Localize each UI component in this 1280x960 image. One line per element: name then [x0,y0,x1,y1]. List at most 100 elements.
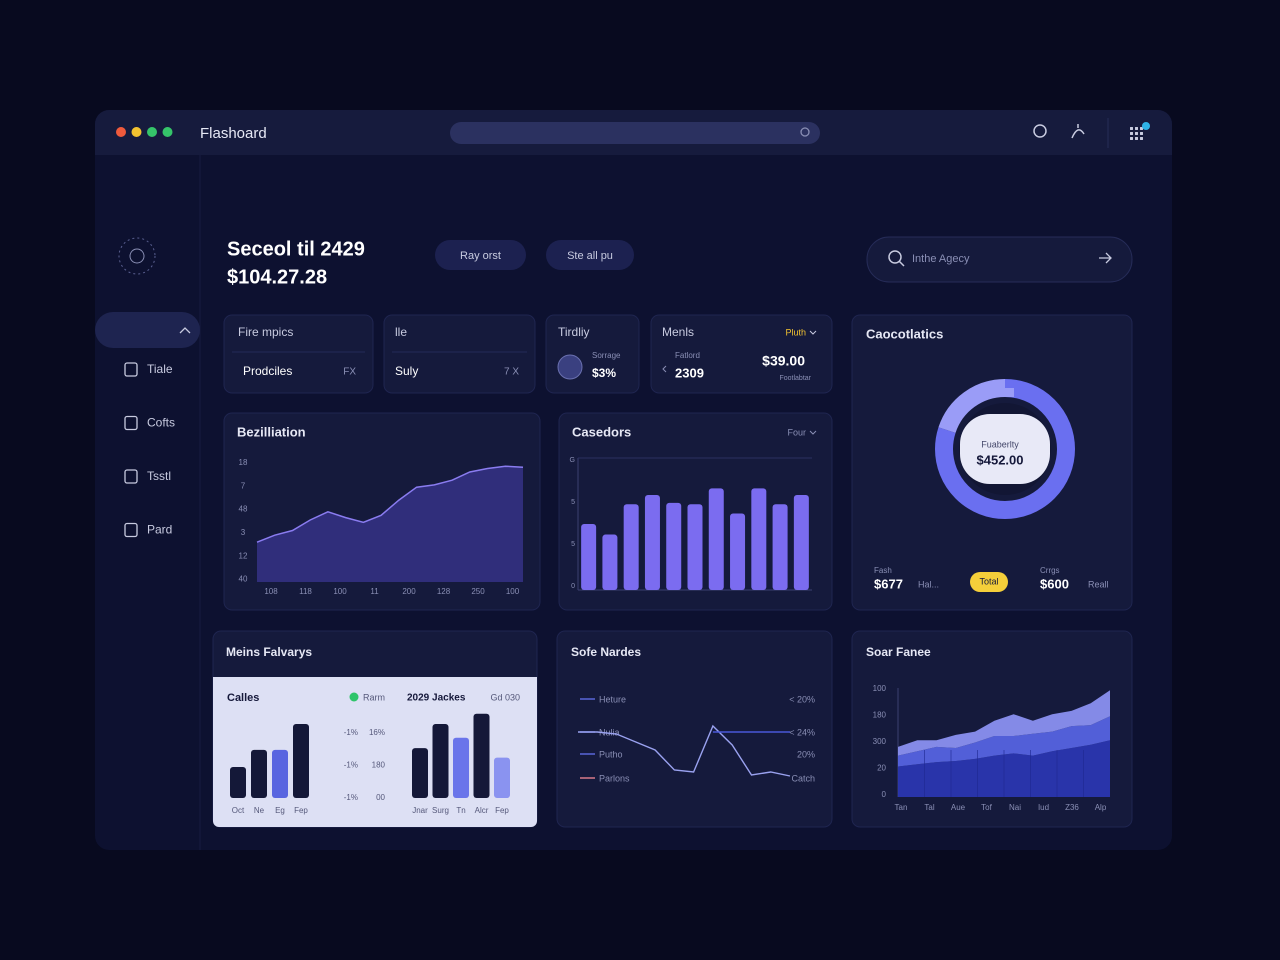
label: Prodciles [243,364,292,378]
x-label: Jnar [412,806,428,815]
x-label: Fep [495,806,509,815]
search-pill[interactable] [866,236,1133,283]
x-label: Eg [275,806,285,815]
label: < 24% [789,727,815,737]
button[interactable] [435,240,526,270]
legend-label: Parlons [599,773,630,783]
apps-icon[interactable] [1140,127,1143,130]
label: Fire mpics [238,325,293,339]
nav-item[interactable]: Tsstl [147,469,171,483]
card-icon [557,354,583,380]
apps-icon[interactable] [1135,132,1138,135]
y-label: 3 [241,528,246,537]
card-title: Soar Fanee [866,645,931,659]
apps-icon[interactable] [1130,127,1133,130]
label: Crrgs [1040,566,1060,575]
label: -1% [344,793,358,802]
heading-amount: $104.27.28 [227,266,327,288]
label: 2309 [675,365,704,380]
bar [751,488,767,590]
nav-item[interactable]: Pard [147,523,172,537]
nav-item[interactable]: Tiale [147,362,173,376]
button[interactable] [546,240,634,270]
title-bar-base [95,140,1172,155]
apps-icon[interactable] [1130,132,1133,135]
bar [230,767,246,798]
legend-label: Rarm [363,692,385,702]
search-placeholder: Inthe Agecy [912,253,970,265]
card-title: Meins Falvarys [226,645,312,659]
bar [432,724,449,798]
label: $600 [1040,576,1069,591]
bar [473,713,490,798]
x-label: 11 [370,587,379,596]
y-label: 7 [241,481,246,490]
x-label: Aue [951,803,966,812]
x-label: 250 [471,587,485,596]
y-label: 18 [239,458,248,467]
apps-icon[interactable] [1140,137,1143,140]
bar [293,724,309,798]
apps-icon[interactable] [1135,137,1138,140]
chevron [809,330,817,335]
nav-item[interactable]: Cofts [147,416,175,430]
legend-label: Heture [599,694,626,704]
nav-icon [124,522,138,538]
button-label: Ray orst [460,250,501,262]
logo [118,237,156,275]
search-icon [898,260,905,267]
window-dot[interactable] [131,127,142,137]
bar [412,748,428,798]
y-label: 20 [877,764,886,773]
x-label: Tof [981,803,992,812]
bar [708,488,724,590]
label: Suly [395,364,418,378]
sidebar-selected[interactable] [95,312,200,348]
legend-dot [349,692,359,702]
label: Fash [874,566,892,575]
label: Tirdliy [558,325,590,339]
x-label: Iud [1038,803,1049,812]
window-dot[interactable] [162,127,173,137]
x-label: 128 [437,587,451,596]
label: Fuaberlty [981,439,1019,449]
card [383,314,536,394]
filter[interactable]: Four [787,427,806,437]
bar [602,534,618,590]
apps-icon[interactable] [1140,132,1143,135]
search-bar[interactable] [450,122,820,144]
card-title: Casedors [572,424,631,439]
x-label: Tn [456,806,465,815]
button-label: Ste all pu [567,250,613,262]
notify-dot [1142,122,1150,130]
bar [272,749,288,798]
donut-segment [935,379,1075,519]
bulb-icon[interactable] [1033,124,1047,138]
pill[interactable] [970,572,1008,592]
bar [644,494,660,590]
y-label: 12 [239,551,248,560]
x-label: Tan [895,803,908,812]
x-label: Oct [232,806,245,815]
label: 7 X [504,367,519,378]
y-label: 0 [571,583,575,590]
bell-icon[interactable] [1071,124,1085,139]
label: Calles [227,692,259,704]
y-label: 48 [239,505,248,514]
card [650,314,833,394]
y-label: 300 [873,737,887,746]
label: Footlabtar [779,375,811,382]
window-dot[interactable] [147,127,157,137]
label: $3% [592,366,616,380]
apps-icon[interactable] [1135,127,1138,130]
apps-icon[interactable] [1130,137,1133,140]
label: $677 [874,576,903,591]
label: FX [343,367,356,378]
x-label: Z36 [1065,803,1079,812]
app-title: Flashoard [200,125,267,142]
nav-icon [124,469,138,484]
label: Hal... [918,579,939,589]
label: Sorrage [592,351,621,360]
window-dot[interactable] [116,127,126,137]
